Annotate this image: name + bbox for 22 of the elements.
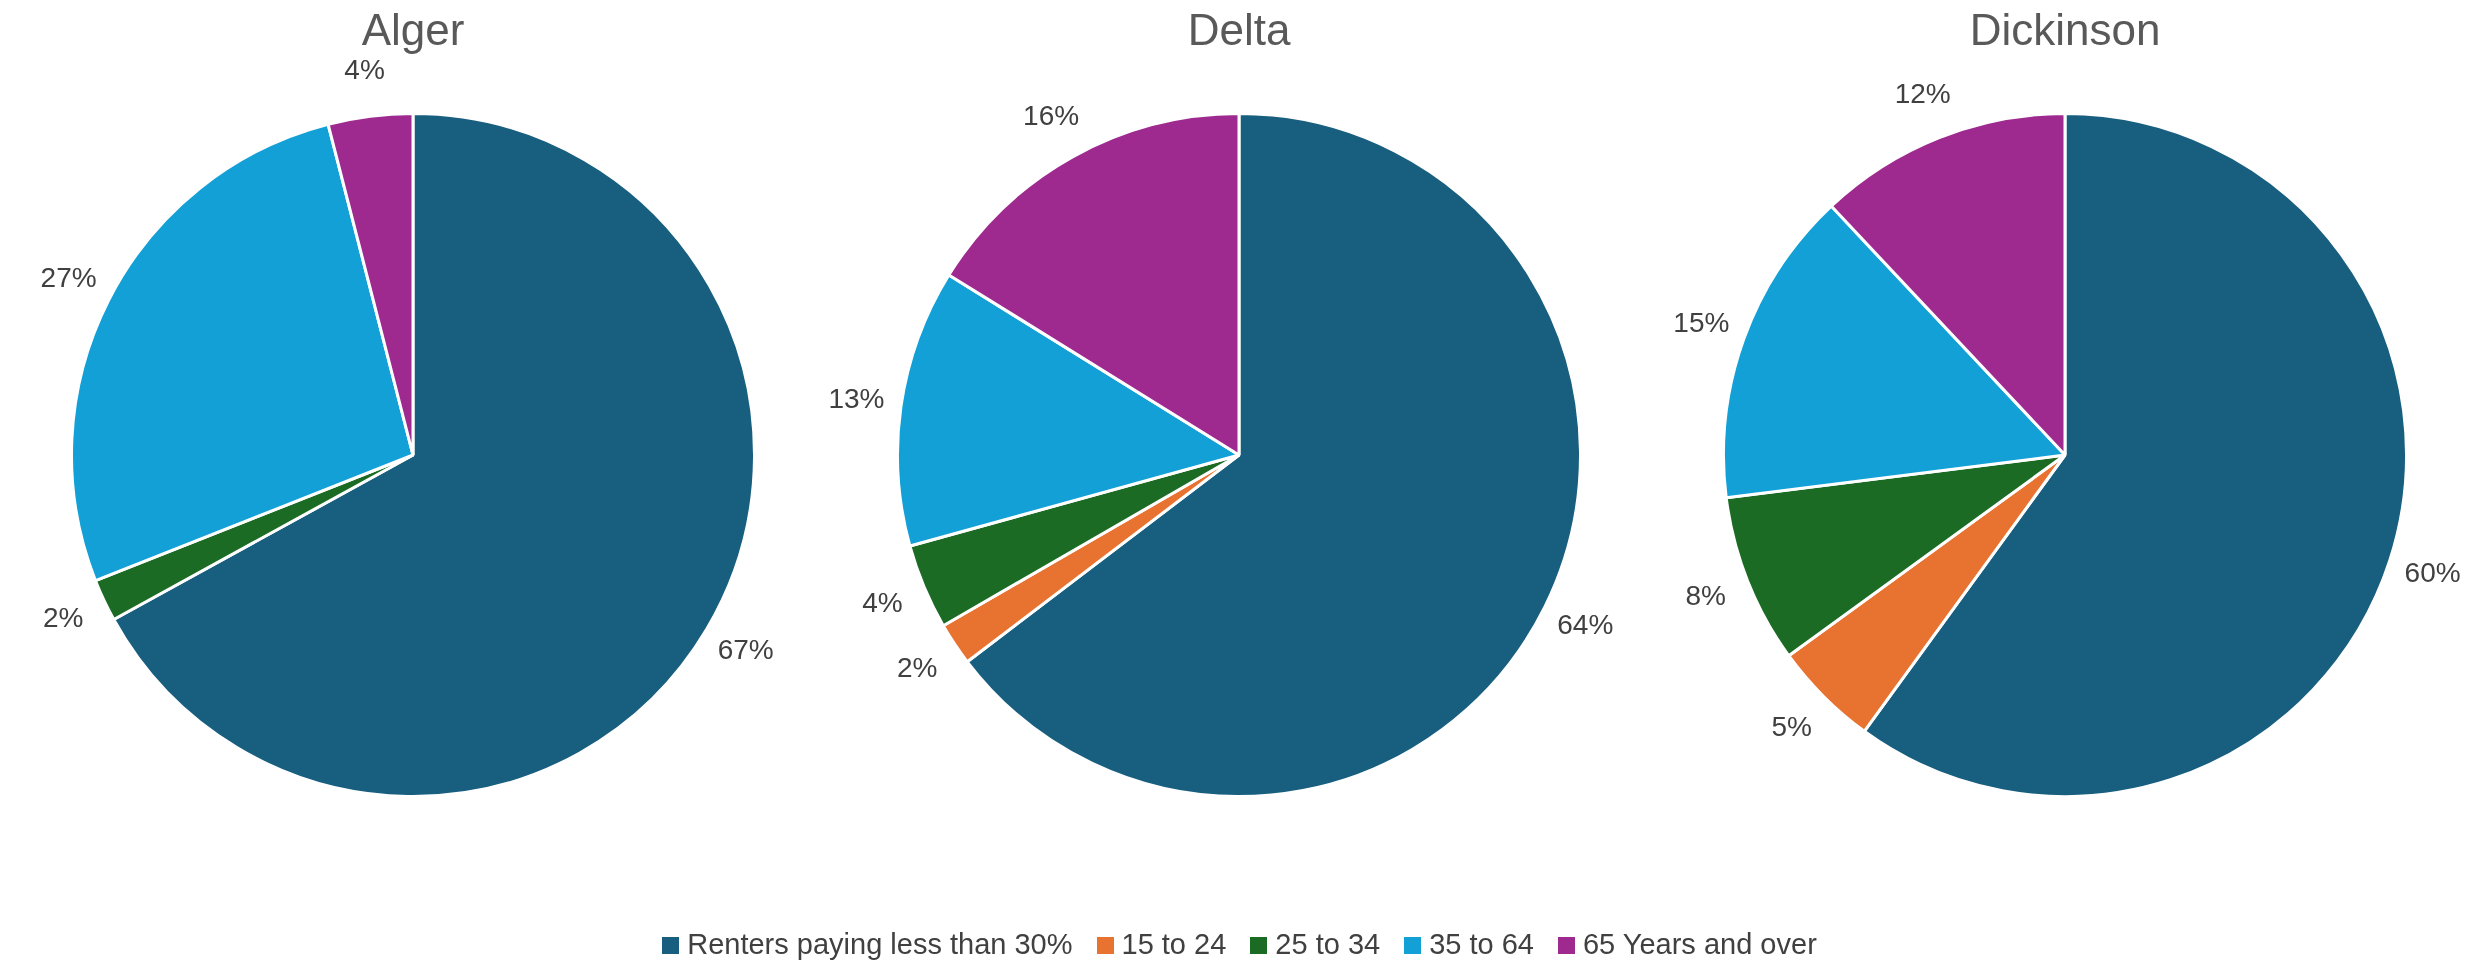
data-label: 2% bbox=[43, 602, 84, 634]
data-label: 8% bbox=[1685, 580, 1726, 611]
legend-label: Renters paying less than 30% bbox=[686, 928, 1073, 961]
chart-title: Dickinson bbox=[1968, 4, 2162, 56]
data-label: 64% bbox=[1557, 609, 1614, 641]
legend-label: 15 to 24 bbox=[1120, 928, 1227, 961]
data-label: 12% bbox=[1894, 78, 1951, 110]
legend-label: 65 Years and over bbox=[1582, 928, 1817, 961]
data-label: 4% bbox=[862, 587, 903, 619]
legend-label: 35 to 64 bbox=[1428, 928, 1534, 961]
data-label: 27% bbox=[40, 262, 97, 294]
legend-label: 25 to 34 bbox=[1274, 928, 1381, 961]
data-label: 60% bbox=[2404, 557, 2461, 589]
data-label: 13% bbox=[828, 382, 885, 414]
data-label: 2% bbox=[896, 651, 938, 683]
chart-title: Delta bbox=[1186, 4, 1292, 56]
data-label: 4% bbox=[344, 54, 385, 86]
data-label: 67% bbox=[717, 634, 774, 666]
chart-title: Alger bbox=[361, 5, 465, 54]
data-label: 5% bbox=[1771, 711, 1812, 743]
data-label: 15% bbox=[1673, 306, 1730, 338]
data-label: 16% bbox=[1023, 99, 1080, 131]
